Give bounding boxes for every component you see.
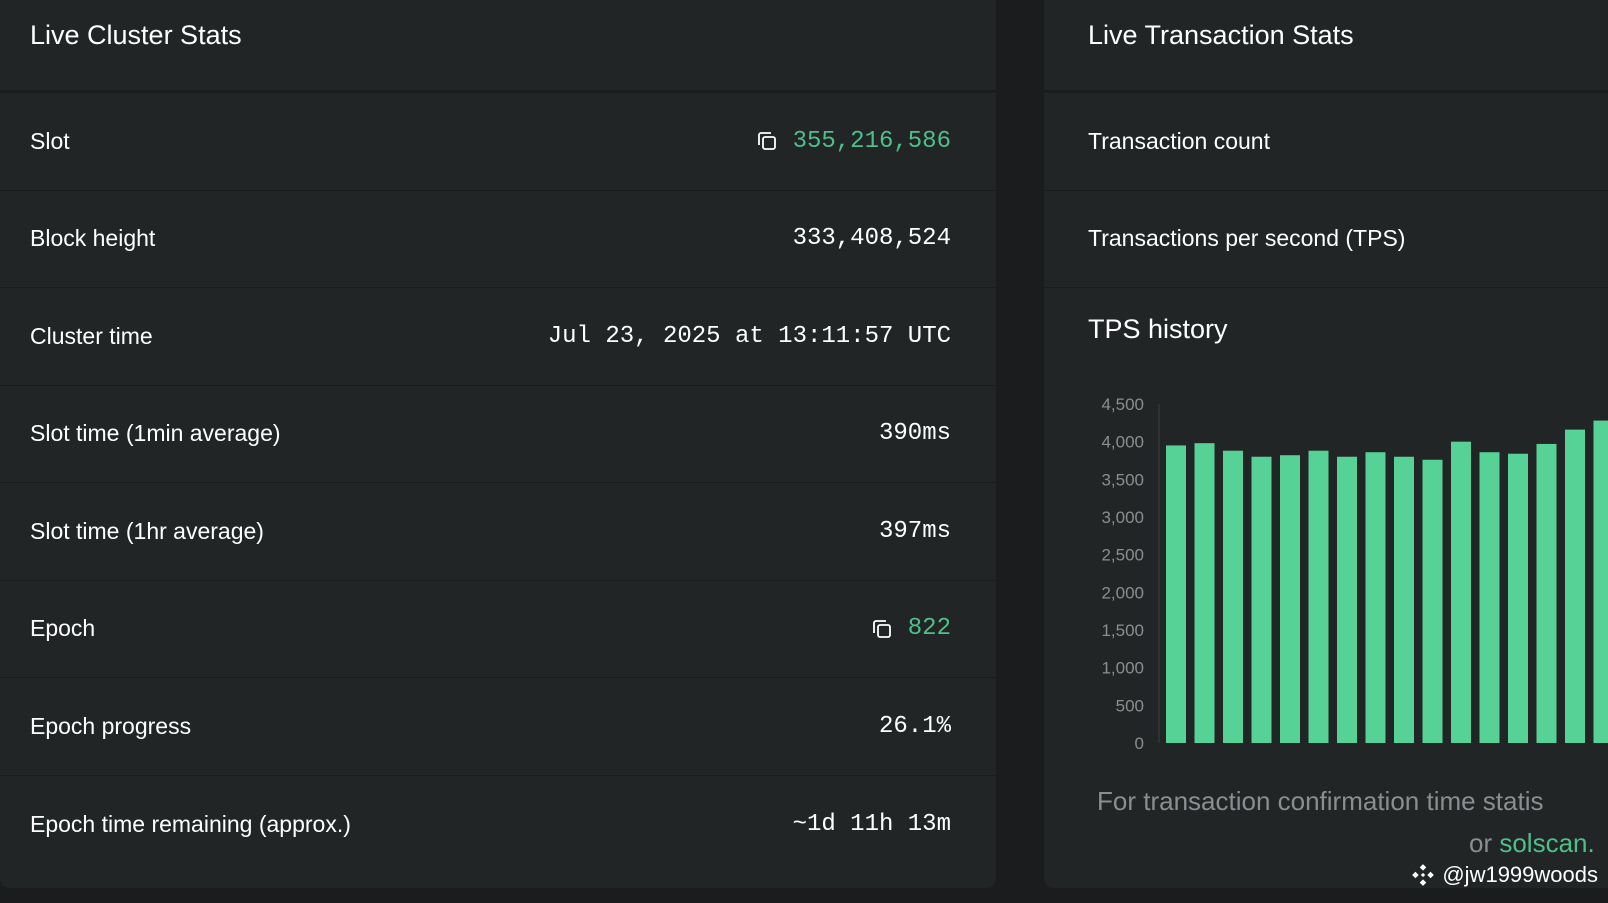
confirmation-time-note-2: or solscan. [1469,828,1595,859]
live-cluster-stats-card: Live Cluster Stats Slot 355,216,586 Bloc… [0,0,996,874]
row-label: Transactions per second (TPS) [1088,225,1406,252]
row-cluster-time: Cluster time Jul 23, 2025 at 13:11:57 UT… [0,288,996,386]
tps-bar[interactable] [1251,456,1272,743]
slot-value-link[interactable]: 355,216,586 [792,127,951,155]
tps-bar[interactable] [1565,429,1585,743]
epoch-value-link[interactable]: 822 [907,615,951,643]
y-tick-label: 3,000 [1101,508,1144,527]
row-value: 397ms [878,517,951,545]
row-label: Epoch time remaining (approx.) [30,810,351,837]
row-transaction-count: Transaction count [1044,93,1608,191]
tps-history-chart: 0 500 1,000 1,500 2,000 2,500 3,000 3,500 4,000 4… [1101,395,1608,753]
row-label: Slot time (1min average) [30,420,281,447]
watermark-handle: @jw1999woods [1442,862,1598,887]
y-tick-label: 1,500 [1101,621,1144,640]
tps-bar[interactable] [1422,459,1443,743]
row-epoch: Epoch 822 [0,581,996,678]
tps-bar[interactable] [1223,450,1243,743]
row-value: 390ms [878,420,951,448]
tps-bar[interactable] [1394,456,1414,743]
tps-bar[interactable] [1536,443,1557,743]
row-value: 333,408,524 [792,225,951,253]
row-label: Epoch [30,615,96,642]
y-tick-label: 1,000 [1101,659,1144,678]
tps-bar[interactable] [1451,441,1471,743]
row-epoch-progress: Epoch progress 26.1% [0,678,996,776]
transaction-stats-title: Live Transaction Stats [1088,19,1354,50]
row-label: Transaction count [1088,127,1270,154]
row-value: ~1d 11h 13m [792,810,951,838]
row-value: Jul 23, 2025 at 13:11:57 UTC [547,322,951,350]
footer-or-text: or [1469,828,1500,858]
y-tick-label: 3,500 [1101,470,1144,489]
solscan-link[interactable]: solscan. [1499,828,1595,858]
tps-bar[interactable] [1365,452,1386,743]
row-slot-time-1hr: Slot time (1hr average) 397ms [0,483,996,581]
y-tick-label: 4,500 [1101,395,1144,414]
card-header: Live Cluster Stats [0,0,996,93]
row-label: Cluster time [30,322,153,349]
row-value: 26.1% [878,712,951,740]
tps-bar[interactable] [1479,452,1500,743]
row-value: 355,216,586 [755,128,951,155]
row-label: Epoch progress [30,712,192,739]
row-slot: Slot 355,216,586 [0,93,996,191]
copy-icon[interactable] [870,617,894,641]
watermark-logo-icon [1412,864,1435,886]
row-label: Slot [30,127,70,154]
row-block-height: Block height 333,408,524 [0,191,996,288]
row-epoch-time-remaining: Epoch time remaining (approx.) ~1d 11h 1… [0,776,996,874]
tps-bar[interactable] [1194,443,1215,743]
row-label: Block height [30,225,156,252]
tps-bar[interactable] [1337,456,1357,743]
cluster-stats-title: Live Cluster Stats [30,19,242,50]
y-tick-label: 0 [1135,734,1144,753]
tps-bar[interactable] [1308,450,1329,743]
row-label: Slot time (1hr average) [30,517,264,544]
card-header: Live Transaction Stats [1044,0,1608,93]
tps-history-title: TPS history [1088,314,1228,344]
live-transaction-stats-card: Live Transaction Stats Transaction count… [1044,0,1608,888]
copy-icon[interactable] [755,129,779,153]
tps-bar[interactable] [1593,420,1608,743]
confirmation-time-note: For transaction confirmation time statis [1097,786,1544,816]
watermark: @jw1999woods [1410,862,1598,888]
y-tick-label: 4,000 [1101,433,1144,452]
tps-bar[interactable] [1280,455,1300,743]
y-tick-label: 2,000 [1101,583,1144,602]
row-tps: Transactions per second (TPS) [1044,191,1608,288]
y-tick-label: 2,500 [1101,546,1144,565]
y-tick-label: 500 [1116,696,1144,715]
tps-bar[interactable] [1166,445,1186,743]
tps-bar[interactable] [1508,453,1528,743]
row-value: 822 [870,615,951,642]
row-slot-time-1min: Slot time (1min average) 390ms [0,386,996,483]
